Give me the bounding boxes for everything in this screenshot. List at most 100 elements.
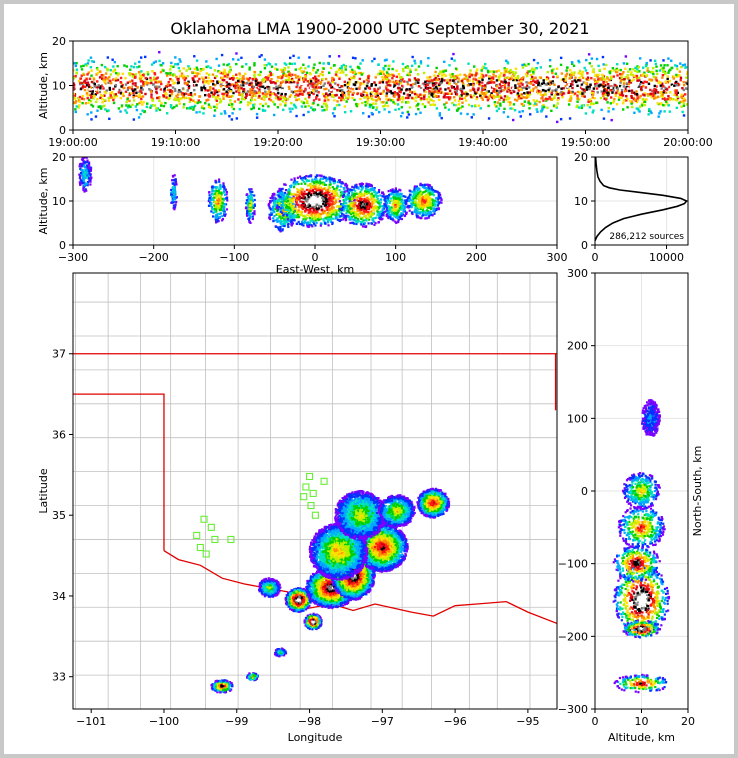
time-altitude-source — [453, 59, 456, 62]
east-west-source — [278, 212, 281, 215]
time-altitude-source — [141, 103, 144, 106]
time-altitude-source — [204, 93, 207, 97]
east-west-source — [328, 217, 331, 220]
time-altitude-source — [601, 73, 604, 77]
time-altitude-source — [639, 94, 642, 98]
time-altitude-source — [349, 70, 353, 73]
time-altitude-source — [609, 89, 613, 92]
time-altitude-source — [86, 113, 89, 116]
east-west-source — [307, 192, 311, 195]
east-west-source — [338, 208, 341, 211]
east-west-source — [337, 213, 340, 216]
time-altitude-source — [334, 85, 337, 89]
time-altitude-source — [656, 72, 659, 76]
time-altitude-source — [273, 103, 276, 106]
time-altitude-source — [620, 74, 623, 78]
time-altitude-source — [569, 84, 572, 88]
time-altitude-source — [652, 75, 656, 79]
east-west-source — [267, 204, 270, 207]
east-west-source — [283, 191, 287, 195]
time-altitude-source — [138, 60, 141, 64]
time-altitude-source — [155, 77, 158, 80]
east-west-source — [315, 182, 318, 185]
time-altitude-source — [193, 93, 197, 96]
time-altitude-source — [417, 81, 420, 84]
east-west-source — [347, 206, 351, 209]
time-altitude-source — [464, 74, 468, 78]
east-west-source — [283, 201, 286, 204]
east-west-source — [251, 190, 254, 194]
time-altitude-source — [525, 81, 528, 84]
time-altitude-source — [348, 77, 351, 81]
time-altitude-source — [139, 112, 142, 116]
time-altitude-source — [603, 92, 606, 96]
time-altitude-source — [510, 77, 514, 81]
east-west-source — [282, 212, 286, 215]
time-altitude-source — [411, 55, 414, 59]
east-west-source — [319, 186, 322, 190]
east-west-source — [278, 215, 281, 218]
time-altitude-source — [567, 91, 570, 95]
east-west-source — [338, 181, 341, 184]
time-altitude-source — [665, 102, 669, 105]
time-altitude-source — [535, 66, 538, 70]
east-west-source — [248, 213, 251, 216]
time-altitude-source — [413, 77, 417, 80]
time-altitude-source — [228, 77, 232, 80]
east-west-source — [310, 180, 313, 183]
time-altitude-source — [304, 89, 307, 92]
time-altitude-source — [270, 78, 273, 81]
east-west-source — [314, 212, 318, 215]
east-west-source — [214, 179, 217, 182]
east-west-source — [360, 212, 363, 215]
time-altitude-source — [369, 92, 373, 95]
east-west-source — [216, 202, 219, 205]
time-altitude-source — [450, 92, 453, 96]
time-altitude-source — [296, 75, 300, 78]
time-altitude-source — [178, 69, 182, 73]
time-altitude-source — [598, 77, 602, 80]
east-west-source — [305, 179, 308, 182]
east-west-source — [334, 197, 337, 201]
time-altitude-source — [455, 93, 459, 96]
time-altitude-source — [308, 82, 311, 85]
time-altitude-source — [555, 67, 559, 70]
time-altitude-source — [373, 57, 376, 61]
time-altitude-source — [347, 86, 351, 90]
time-altitude-source — [680, 95, 683, 98]
time-altitude-source — [503, 71, 506, 74]
time-altitude-source — [103, 80, 106, 83]
time-altitude-source — [253, 103, 256, 106]
time-altitude-source — [588, 87, 591, 91]
time-altitude-source — [129, 105, 132, 109]
east-west-source — [329, 212, 332, 215]
time-altitude-source — [478, 77, 481, 80]
time-altitude-source — [572, 64, 576, 68]
time-altitude-source — [614, 94, 617, 98]
time-altitude-source — [480, 75, 483, 78]
time-altitude-source — [458, 95, 462, 98]
time-altitude-source — [309, 82, 312, 85]
time-altitude-source — [657, 80, 660, 83]
time-altitude-source — [242, 84, 245, 87]
time-altitude-source — [255, 116, 259, 119]
time-altitude-source — [370, 111, 373, 115]
east-west-source — [297, 198, 300, 201]
time-altitude-source — [568, 68, 572, 72]
time-altitude-source — [457, 77, 460, 80]
east-west-source — [210, 198, 213, 202]
time-altitude-source — [213, 76, 217, 80]
time-altitude-source — [455, 90, 459, 93]
time-altitude-source — [574, 76, 577, 79]
time-altitude-source — [654, 76, 658, 79]
time-altitude-source — [580, 106, 584, 110]
time-altitude-source — [406, 110, 410, 114]
time-altitude-source — [449, 79, 452, 82]
time-altitude-source — [253, 98, 257, 102]
time-altitude-source — [267, 74, 270, 77]
time-altitude-source — [625, 82, 629, 85]
time-altitude-source — [343, 83, 347, 87]
time-altitude-source — [98, 90, 102, 94]
time-altitude-source — [661, 83, 664, 87]
east-west-source — [217, 189, 220, 193]
